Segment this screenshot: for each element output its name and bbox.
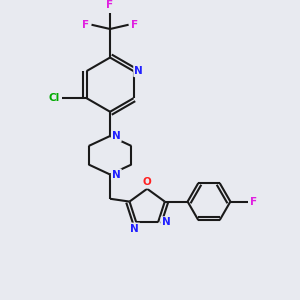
Text: N: N bbox=[134, 66, 143, 76]
Text: N: N bbox=[112, 131, 121, 141]
Text: N: N bbox=[130, 224, 139, 234]
Text: F: F bbox=[106, 0, 114, 10]
Text: O: O bbox=[143, 178, 152, 188]
Text: F: F bbox=[131, 20, 138, 30]
Text: N: N bbox=[162, 217, 170, 227]
Text: Cl: Cl bbox=[49, 93, 60, 103]
Text: N: N bbox=[112, 169, 121, 179]
Text: F: F bbox=[250, 196, 257, 207]
Text: F: F bbox=[82, 20, 89, 30]
